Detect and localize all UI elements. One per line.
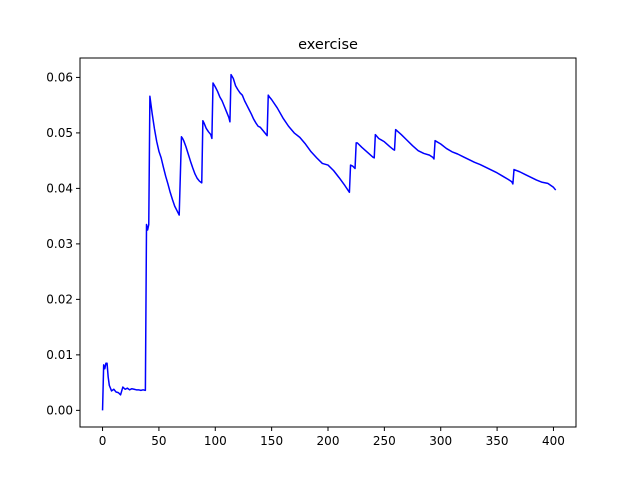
chart-title: exercise: [298, 37, 358, 53]
x-tick-label: 150: [260, 434, 283, 448]
x-tick-label: 250: [373, 434, 396, 448]
y-tick-label: 0.03: [46, 237, 73, 251]
y-tick-label: 0.02: [46, 292, 73, 306]
x-tick-label: 300: [429, 434, 452, 448]
y-tick-label: 0.01: [46, 348, 73, 362]
axes-frame: [79, 57, 577, 428]
y-tick-label: 0.00: [46, 403, 73, 417]
y-tick-label: 0.05: [46, 126, 73, 140]
x-axis: 0 50 100 150 200 250 300 350 400: [99, 427, 565, 448]
x-tick-label: 350: [486, 434, 509, 448]
plot-area: [101, 73, 557, 411]
y-tick-label: 0.04: [46, 181, 73, 195]
y-axis: 0.00 0.01 0.02 0.03 0.04 0.05 0.06: [46, 70, 80, 417]
x-tick-label: 400: [542, 434, 565, 448]
x-tick-label: 200: [317, 434, 340, 448]
series-line-0: [101, 73, 557, 411]
x-tick-label: 0: [99, 434, 107, 448]
x-tick-label: 100: [204, 434, 227, 448]
x-tick-label: 50: [151, 434, 166, 448]
y-tick-label: 0.06: [46, 70, 73, 84]
